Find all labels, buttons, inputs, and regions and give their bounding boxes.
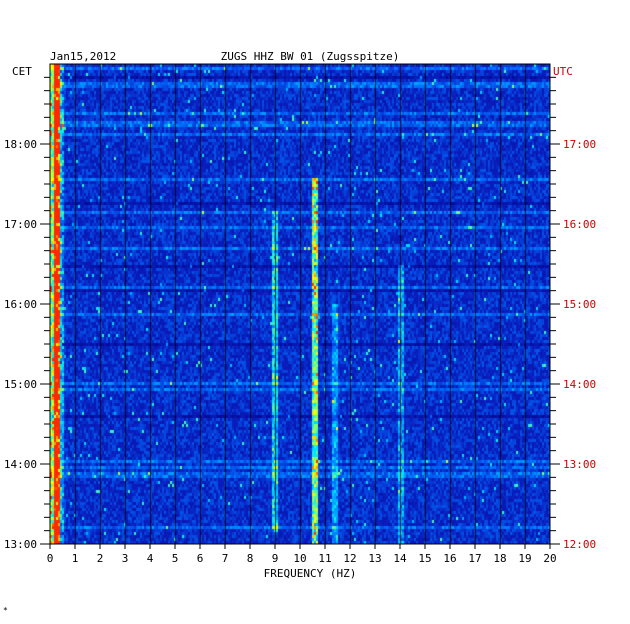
y-tick-label-utc: 15:00 bbox=[563, 298, 596, 311]
utc-label: UTC bbox=[553, 65, 573, 78]
x-tick-label: 2 bbox=[97, 552, 104, 565]
y-tick-label-cet: 15:00 bbox=[4, 378, 37, 391]
date-label: Jan15,2012 bbox=[50, 50, 116, 63]
x-tick-label: 19 bbox=[518, 552, 531, 565]
x-tick-label: 14 bbox=[393, 552, 407, 565]
x-axis-label: FREQUENCY (HZ) bbox=[264, 567, 357, 580]
x-tick-label: 8 bbox=[247, 552, 254, 565]
x-tick-label: 13 bbox=[368, 552, 381, 565]
y-tick-label-cet: 14:00 bbox=[4, 458, 37, 471]
plot-frame bbox=[49, 63, 551, 545]
y-tick-label-cet: 13:00 bbox=[4, 538, 37, 551]
x-tick-label: 17 bbox=[468, 552, 481, 565]
x-tick-label: 9 bbox=[272, 552, 279, 565]
x-tick-label: 7 bbox=[222, 552, 229, 565]
y-tick-label-utc: 17:00 bbox=[563, 138, 596, 151]
y-tick-label-cet: 17:00 bbox=[4, 218, 37, 231]
x-tick-label: 15 bbox=[418, 552, 431, 565]
x-tick-label: 4 bbox=[147, 552, 154, 565]
y-tick-label-utc: 16:00 bbox=[563, 218, 596, 231]
y-tick-label-cet: 18:00 bbox=[4, 138, 37, 151]
station-title: ZUGS HHZ BW 01 (Zugsspitze) bbox=[221, 50, 400, 63]
x-tick-label: 3 bbox=[122, 552, 129, 565]
x-tick-label: 10 bbox=[293, 552, 306, 565]
x-tick-label: 20 bbox=[543, 552, 556, 565]
spectrogram-heatmap bbox=[50, 64, 550, 544]
x-tick-label: 0 bbox=[47, 552, 54, 565]
y-tick-label-cet: 16:00 bbox=[4, 298, 37, 311]
y-tick-label-utc: 14:00 bbox=[563, 378, 596, 391]
cet-label: CET bbox=[12, 65, 32, 78]
x-tick-label: 1 bbox=[72, 552, 79, 565]
footnote-mark: * bbox=[3, 606, 8, 615]
x-tick-label: 11 bbox=[318, 552, 331, 565]
x-tick-label: 16 bbox=[443, 552, 456, 565]
y-tick-label-utc: 13:00 bbox=[563, 458, 596, 471]
x-tick-label: 6 bbox=[197, 552, 204, 565]
x-tick-label: 18 bbox=[493, 552, 506, 565]
x-tick-label: 5 bbox=[172, 552, 179, 565]
x-tick-label: 12 bbox=[343, 552, 356, 565]
y-tick-label-utc: 12:00 bbox=[563, 538, 596, 551]
